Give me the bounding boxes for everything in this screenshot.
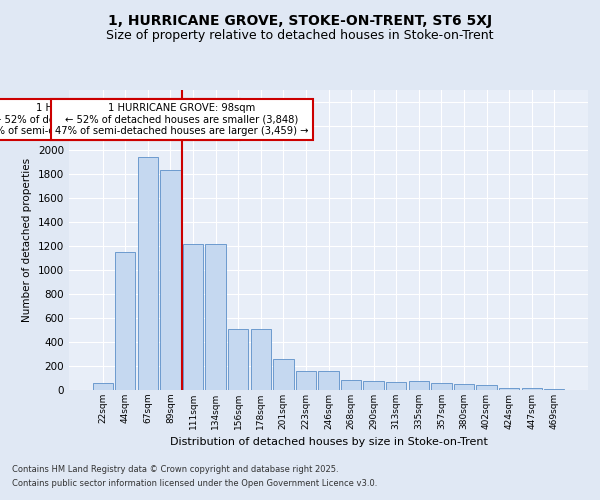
Bar [183,244,203,390]
Bar [499,388,519,390]
Text: Size of property relative to detached houses in Stoke-on-Trent: Size of property relative to detached ho… [106,28,494,42]
Text: 1 HURRICANE GROVE: 98sqm
← 52% of detached houses are smaller (3,848)
47% of sem: 1 HURRICANE GROVE: 98sqm ← 52% of detach… [55,103,308,136]
Bar [228,329,248,390]
Bar [454,384,474,390]
Bar [431,384,452,390]
Bar [476,385,497,390]
Bar [364,381,384,390]
Bar [409,381,429,390]
Text: 1, HURRICANE GROVE, STOKE-ON-TRENT, ST6 5XJ: 1, HURRICANE GROVE, STOKE-ON-TRENT, ST6 … [108,14,492,28]
Bar [341,380,361,390]
Bar [521,388,542,390]
Bar [296,371,316,390]
Text: Contains public sector information licensed under the Open Government Licence v3: Contains public sector information licen… [12,480,377,488]
Bar [273,359,293,390]
Bar [138,157,158,390]
Bar [205,244,226,390]
Bar [544,389,565,390]
Bar [115,252,136,390]
Text: 1 HURRICANE GROVE: 98sqm
← 52% of detached houses are smaller (3,848)
47% of sem: 1 HURRICANE GROVE: 98sqm ← 52% of detach… [0,103,236,136]
Text: Contains HM Land Registry data © Crown copyright and database right 2025.: Contains HM Land Registry data © Crown c… [12,466,338,474]
Bar [160,170,181,390]
X-axis label: Distribution of detached houses by size in Stoke-on-Trent: Distribution of detached houses by size … [170,438,487,448]
Bar [319,371,338,390]
Bar [251,329,271,390]
Bar [92,384,113,390]
Y-axis label: Number of detached properties: Number of detached properties [22,158,32,322]
Bar [386,382,406,390]
